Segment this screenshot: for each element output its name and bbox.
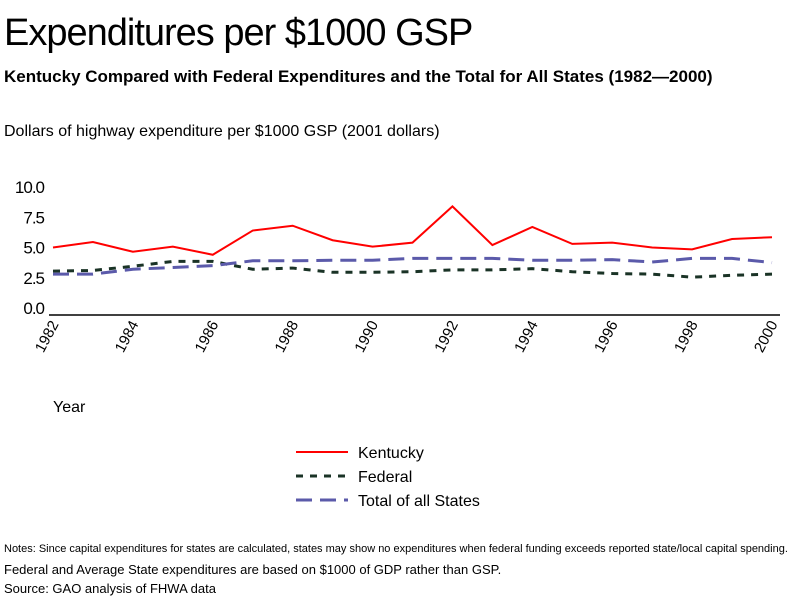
x-axis-label: Year — [53, 399, 86, 416]
legend-label: Total of all States — [358, 493, 480, 510]
note-line-1: Notes: Since capital expenditures for st… — [4, 543, 788, 555]
x-tick-label: 1990 — [351, 318, 382, 355]
y-tick-label: 7.5 — [23, 208, 44, 227]
legend-label: Federal — [358, 469, 412, 486]
chart-title: Expenditures per $1000 GSP — [4, 12, 473, 54]
x-tick-label: 1986 — [192, 318, 223, 355]
y-tick-label: 10.0 — [15, 178, 45, 197]
x-tick-label: 2000 — [751, 318, 782, 355]
y-tick-label: 2.5 — [23, 269, 44, 288]
x-tick-label: 1982 — [32, 318, 63, 355]
note-line-2: Federal and Average State expenditures a… — [4, 562, 502, 577]
source-line: Source: GAO analysis of FHWA data — [4, 581, 216, 596]
y-tick-label: 0.0 — [23, 299, 44, 318]
legend-label: Kentucky — [358, 445, 424, 462]
x-tick-label: 1996 — [591, 318, 622, 355]
y-tick-label: 5.0 — [23, 239, 44, 258]
x-tick-label: 1998 — [671, 318, 702, 355]
x-tick-label: 1992 — [431, 318, 462, 355]
series-line-kentucky — [52, 204, 773, 256]
x-tick-label: 1984 — [112, 318, 143, 355]
y-axis-label: Dollars of highway expenditure per $1000… — [4, 123, 440, 140]
series-line-total-of-all-states — [53, 256, 773, 276]
x-tick-label: 1988 — [272, 318, 303, 355]
chart-subtitle: Kentucky Compared with Federal Expenditu… — [4, 67, 713, 86]
x-tick-label: 1994 — [511, 318, 542, 355]
